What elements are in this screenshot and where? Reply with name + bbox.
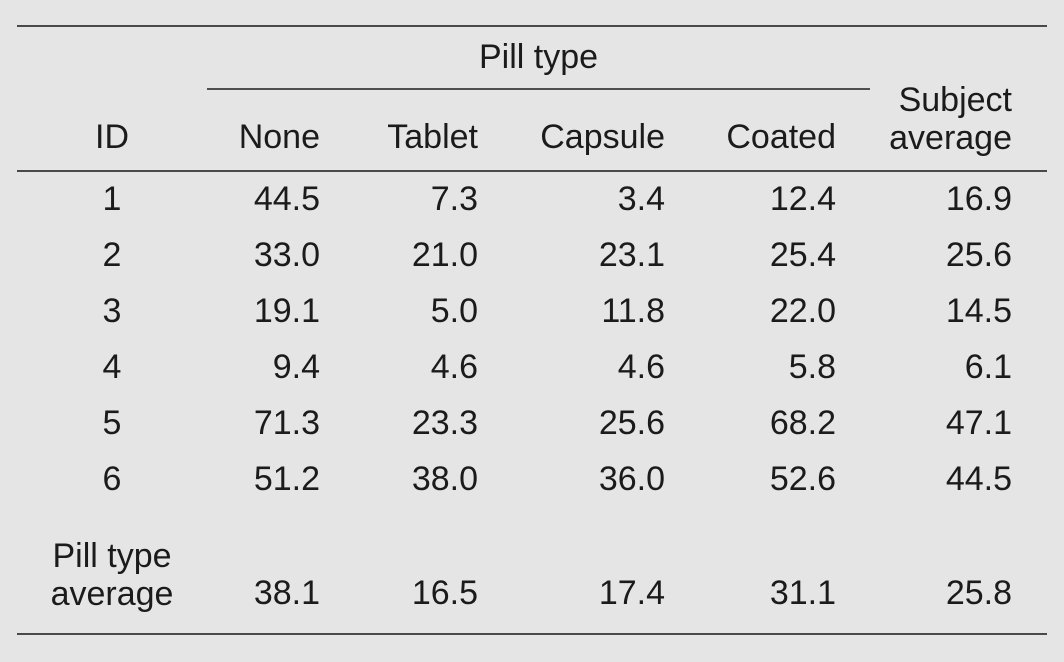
cell-grand-average: 25.8	[870, 507, 1047, 635]
footer-label-line1: Pill type	[52, 537, 172, 575]
column-header-subject-average: Subject average	[870, 26, 1047, 172]
cell-id: 5	[102, 403, 122, 442]
cell-tablet: 5.0	[430, 291, 478, 330]
table-row: 5 71.3 23.3 25.6 68.2 47.1	[17, 395, 1047, 451]
column-header-coated: Coated	[681, 89, 870, 172]
footer-label-line2: average	[50, 575, 174, 613]
cell-capsule: 3.4	[617, 180, 665, 218]
table-row: 2 33.0 21.0 23.1 25.4 25.6	[17, 227, 1047, 283]
cell-coated: 25.4	[769, 235, 836, 274]
cell-capsule: 23.1	[598, 235, 665, 274]
cell-none-average: 38.1	[207, 507, 336, 635]
column-header-capsule: Capsule	[494, 89, 681, 172]
empty-corner-cell	[17, 26, 207, 89]
table-row: 6 51.2 38.0 36.0 52.6 44.5	[17, 451, 1047, 507]
cell-capsule: 25.6	[598, 403, 665, 442]
footer-label: Pill type average	[17, 507, 207, 635]
cell-tablet: 23.3	[411, 403, 478, 442]
cell-capsule: 36.0	[598, 459, 665, 498]
cell-coated-average: 31.1	[681, 507, 870, 635]
cell-subject-average: 6.1	[964, 347, 1012, 386]
column-group-header: Pill type	[207, 26, 870, 90]
cell-coated: 5.8	[788, 347, 836, 386]
pill-type-table-container: Pill type Subject average ID None Tablet…	[17, 25, 1047, 635]
subject-header-line2: average	[889, 119, 1012, 157]
cell-subject-average: 47.1	[945, 403, 1012, 442]
cell-tablet: 38.0	[411, 459, 478, 498]
table-row: 3 19.1 5.0 11.8 22.0 14.5	[17, 283, 1047, 339]
cell-subject-average: 16.9	[945, 180, 1012, 218]
cell-capsule: 11.8	[601, 291, 665, 330]
cell-none: 51.2	[253, 459, 320, 498]
column-header-id: ID	[17, 89, 207, 172]
column-header-none: None	[207, 89, 336, 172]
pill-type-table: Pill type Subject average ID None Tablet…	[17, 25, 1047, 635]
cell-coated: 52.6	[769, 459, 836, 498]
cell-none: 71.3	[253, 403, 320, 442]
cell-id: 1	[102, 180, 122, 218]
cell-capsule: 4.6	[617, 347, 665, 386]
cell-subject-average: 44.5	[945, 459, 1012, 498]
table-row: 4 9.4 4.6 4.6 5.8 6.1	[17, 339, 1047, 395]
cell-id: 2	[102, 235, 122, 274]
cell-coated: 22.0	[769, 291, 836, 330]
cell-id: 6	[102, 459, 122, 498]
cell-subject-average: 14.5	[945, 291, 1012, 330]
column-header-tablet: Tablet	[336, 89, 494, 172]
cell-subject-average: 25.6	[945, 235, 1012, 274]
cell-none: 9.4	[272, 347, 320, 386]
cell-coated: 68.2	[769, 403, 836, 442]
table-row-spanner: Pill type Subject average	[17, 26, 1047, 172]
cell-tablet: 7.3	[430, 180, 478, 218]
table-row-headers: ID None Tablet Capsule Coated	[17, 89, 1047, 172]
cell-none: 44.5	[253, 180, 320, 218]
cell-id: 4	[102, 347, 122, 386]
table-row-pill-type-average: Pill type average 38.1 16.5 17.4 31.1 25…	[17, 507, 1047, 635]
cell-capsule-average: 17.4	[494, 507, 681, 635]
cell-coated: 12.4	[769, 180, 836, 218]
cell-none: 19.1	[253, 291, 320, 330]
cell-tablet-average: 16.5	[336, 507, 494, 635]
subject-header-line1: Subject	[898, 81, 1012, 119]
table-row: 1 44.5 7.3 3.4 12.4 16.9	[17, 171, 1047, 227]
cell-tablet: 21.0	[411, 235, 478, 274]
cell-id: 3	[102, 291, 122, 330]
cell-none: 33.0	[253, 235, 320, 274]
cell-tablet: 4.6	[430, 347, 478, 386]
